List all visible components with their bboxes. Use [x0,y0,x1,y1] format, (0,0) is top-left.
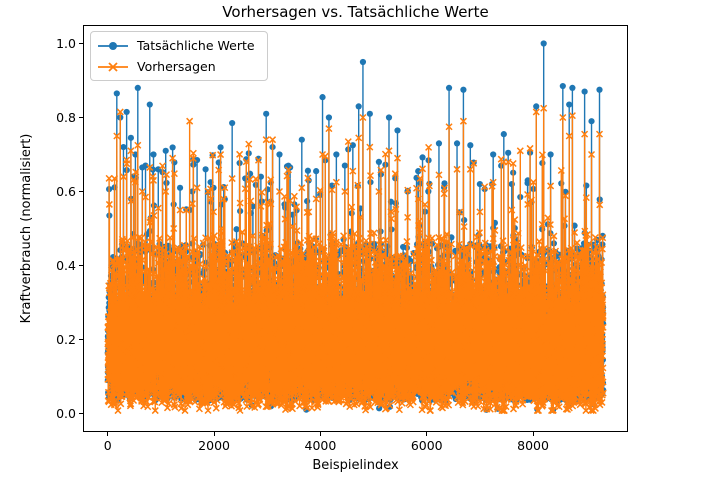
x-marker-icon [98,61,128,72]
x-tick-label: 8000 [517,438,549,453]
x-axis-label: Beispielindex [312,458,399,473]
x-tick-label: 2000 [198,438,230,453]
circle-marker-icon [98,41,128,50]
x-tick-mark [213,432,215,436]
x-tick-label: 4000 [304,438,337,453]
y-tick-mark [79,265,83,266]
y-tick-label: 0.8 [56,109,76,125]
legend-entry-predicted: Vorhersagen [97,57,261,77]
legend-label-actual: Tatsächliche Werte [137,38,255,53]
y-tick-mark [79,43,83,44]
x-tick-mark [532,432,534,436]
legend: Tatsächliche Werte Vorhersagen [90,31,268,81]
x-tick-mark [426,432,428,436]
x-tick-label: 0 [103,438,112,453]
y-tick-mark [79,117,83,118]
x-tick-mark [107,432,109,436]
legend-label-predicted: Vorhersagen [137,59,216,74]
y-tick-mark [79,339,83,340]
y-tick-label: 0.0 [56,405,76,421]
chart-title: Vorhersagen vs. Tatsächliche Werte [222,3,489,21]
y-tick-mark [79,191,83,192]
x-tick-mark [319,432,321,436]
legend-entry-actual: Tatsächliche Werte [97,36,261,56]
y-tick-mark [79,413,83,414]
y-tick-label: 0.2 [56,331,76,347]
y-tick-label: 0.6 [56,183,76,199]
y-tick-label: 0.4 [56,257,76,273]
y-tick-label: 1.0 [56,35,76,51]
x-tick-label: 6000 [410,438,443,453]
